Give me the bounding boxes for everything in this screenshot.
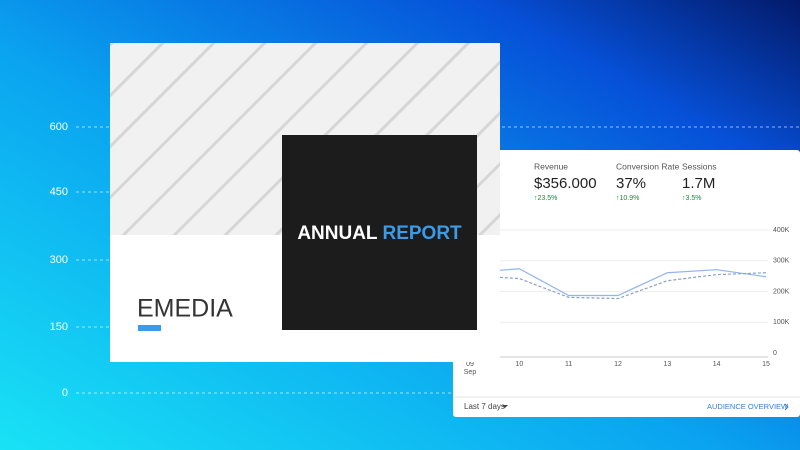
- metric-label: Sessions: [682, 161, 717, 171]
- scale-label: 300: [50, 254, 68, 266]
- x-month-label: Sep: [464, 369, 477, 376]
- series-line: [469, 272, 767, 300]
- range-selector[interactable]: Last 7 days: [464, 402, 505, 411]
- x-tick-label: 09: [466, 361, 474, 368]
- metric-value: 37%: [616, 175, 646, 192]
- x-tick-label: 15: [762, 361, 770, 368]
- brand: EMEDIA: [137, 295, 233, 323]
- dropdown-caret: [502, 405, 508, 408]
- scale-label: 600: [50, 121, 68, 133]
- metric-change: ↑3.5%: [682, 195, 701, 202]
- y-tick-label: 300K: [773, 258, 790, 265]
- metric-change: ↑10.9%: [616, 195, 639, 202]
- metric-change: ↑23.5%: [534, 195, 557, 202]
- link-arrow: [784, 403, 789, 411]
- title-word: ANNUAL: [297, 223, 378, 244]
- y-tick-label: 0: [773, 350, 777, 357]
- x-tick-label: 12: [614, 361, 622, 368]
- card-bg: [453, 150, 800, 417]
- metric-value: $356.000: [534, 175, 597, 192]
- report-card: EMEDIA ANNUAL REPORT: [110, 43, 500, 362]
- report-title: ANNUAL REPORT: [297, 223, 462, 244]
- y-tick-label: 100K: [773, 319, 790, 326]
- audience-overview-link[interactable]: AUDIENCE OVERVIEW: [707, 402, 789, 411]
- brand-underline: [138, 325, 161, 331]
- scale-label: 0: [62, 387, 68, 399]
- y-tick-label: 200K: [773, 288, 790, 295]
- y-tick-label: 400K: [773, 227, 790, 234]
- series-line: [469, 268, 767, 297]
- x-tick-label: 14: [713, 361, 721, 368]
- x-tick-label: 13: [663, 361, 671, 368]
- metric-label: Revenue: [534, 161, 568, 171]
- scale-label: 150: [50, 321, 68, 333]
- metric-value: 1.7M: [682, 175, 715, 192]
- title-block: [282, 135, 477, 330]
- scale-label: 450: [50, 186, 68, 198]
- metric-label: Conversion Rate: [616, 161, 680, 171]
- x-tick-label: 11: [565, 361, 572, 368]
- x-tick-label: 10: [515, 361, 523, 368]
- analytics-card: Last 7 days AUDIENCE OVERVIEW Revenue $35…: [453, 150, 800, 417]
- title-word: REPORT: [382, 223, 462, 244]
